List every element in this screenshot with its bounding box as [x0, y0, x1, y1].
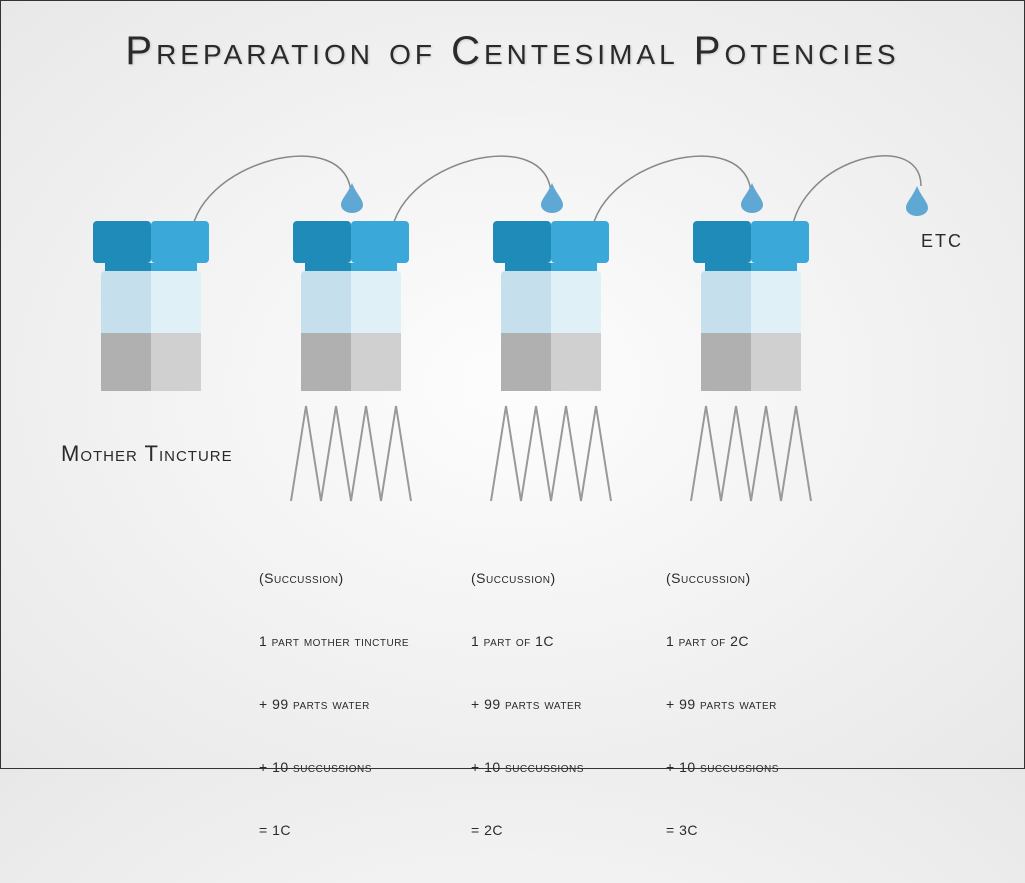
- zigzag-3: [686, 401, 816, 511]
- drop-etc: [906, 186, 928, 216]
- caption-2c-line2: + 99 parts water: [471, 694, 584, 715]
- caption-2c-succussion: (Succussion): [471, 568, 584, 589]
- caption-2c-line3: + 10 succussions: [471, 757, 584, 778]
- diagram-stage: Mother Tincture ETC (Succussion) 1 part …: [1, 121, 1025, 761]
- caption-3c-line4: = 3C: [666, 820, 779, 841]
- mother-tincture-label: Mother Tincture: [61, 441, 233, 467]
- bottle-mother: [91, 221, 211, 391]
- bottle-2c: [491, 221, 611, 391]
- drop-3: [741, 183, 763, 213]
- etc-label: ETC: [921, 231, 963, 252]
- caption-3c: (Succussion) 1 part of 2C + 99 parts wat…: [666, 526, 779, 883]
- zigzag-1: [286, 401, 416, 511]
- bottle-1c: [291, 221, 411, 391]
- caption-3c-succussion: (Succussion): [666, 568, 779, 589]
- caption-3c-line3: + 10 succussions: [666, 757, 779, 778]
- drop-2: [541, 183, 563, 213]
- caption-2c-line1: 1 part of 1C: [471, 631, 584, 652]
- diagram-title: Preparation of Centesimal Potencies: [1, 29, 1024, 74]
- caption-2c-line4: = 2C: [471, 820, 584, 841]
- caption-1c-line1: 1 part mother tincture: [259, 631, 409, 652]
- bottle-3c: [691, 221, 811, 391]
- caption-1c: (Succussion) 1 part mother tincture + 99…: [259, 526, 409, 883]
- caption-1c-line4: = 1C: [259, 820, 409, 841]
- caption-1c-succussion: (Succussion): [259, 568, 409, 589]
- caption-3c-line1: 1 part of 2C: [666, 631, 779, 652]
- caption-3c-line2: + 99 parts water: [666, 694, 779, 715]
- zigzag-2: [486, 401, 616, 511]
- caption-2c: (Succussion) 1 part of 1C + 99 parts wat…: [471, 526, 584, 883]
- caption-1c-line2: + 99 parts water: [259, 694, 409, 715]
- drop-1: [341, 183, 363, 213]
- caption-1c-line3: + 10 succussions: [259, 757, 409, 778]
